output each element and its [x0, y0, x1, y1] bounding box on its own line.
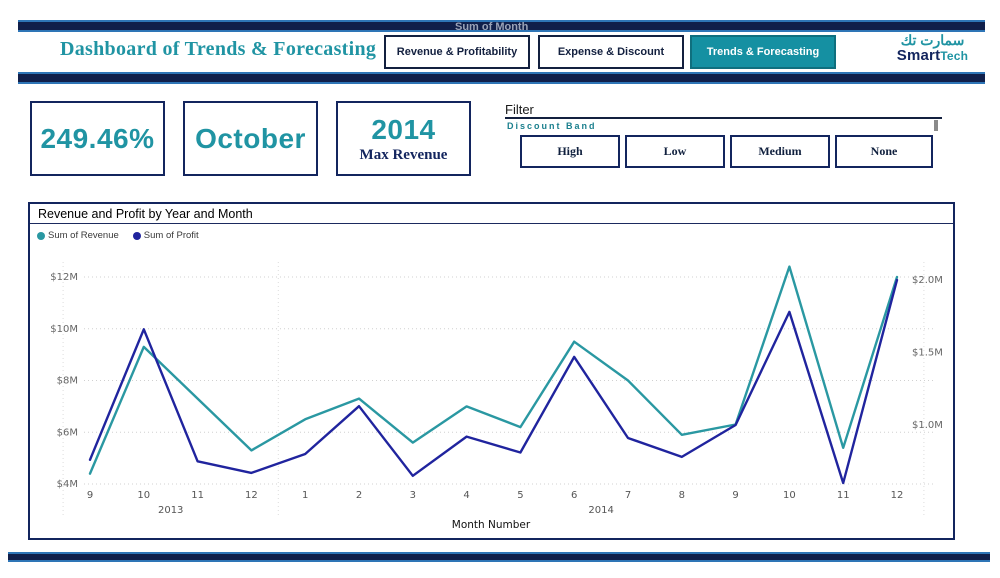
chart-title: Revenue and Profit by Year and Month [30, 204, 953, 224]
legend-label: Sum of Profit [143, 230, 199, 241]
slicer-option-label: Low [663, 144, 687, 158]
top-navy-bar [18, 20, 985, 32]
svg-text:2013: 2013 [158, 505, 183, 516]
slicer-option-label: Medium [758, 144, 802, 158]
slicer-option-label: None [870, 144, 898, 158]
svg-text:1: 1 [302, 490, 308, 501]
slicer-option-low[interactable]: Low [625, 135, 725, 168]
kpi-caption: Max Revenue [359, 146, 448, 163]
nav-button-revenue-profitability[interactable]: Revenue & Profitability [384, 35, 530, 69]
revenue-profit-line-chart[interactable]: $12M$10M$8M$6M$4M$2.0M$1.5M$1.0M9 10 11 12 1… [30, 204, 953, 538]
nav-button-label: Revenue & Profitability [396, 46, 518, 58]
svg-text:4: 4 [463, 490, 469, 501]
svg-text:$6M: $6M [57, 427, 78, 438]
kpi-card-growth: 249.46% [30, 101, 165, 176]
svg-text:12: 12 [245, 490, 258, 501]
nav-button-expense-discount[interactable]: Expense & Discount [538, 35, 684, 69]
logo-arabic-text: سمارت تك [900, 32, 965, 48]
svg-text:7: 7 [625, 490, 631, 501]
svg-text:$4M: $4M [57, 479, 78, 490]
kpi-value: 249.46% [40, 122, 155, 154]
slicer-option-high[interactable]: High [520, 135, 620, 168]
svg-text:8: 8 [679, 490, 685, 501]
kpi-card-max-revenue-year: 2014 Max Revenue [336, 101, 471, 176]
slicer-option-label: High [557, 144, 583, 158]
slicer-option-none[interactable]: None [835, 135, 933, 168]
svg-text:5: 5 [517, 490, 523, 501]
svg-text:9: 9 [732, 490, 738, 501]
svg-text:6: 6 [571, 490, 577, 501]
legend-item-revenue[interactable]: Sum of Revenue [37, 230, 119, 241]
svg-text:$1.5M: $1.5M [912, 348, 943, 359]
slicer-option-medium[interactable]: Medium [730, 135, 830, 168]
smarttech-logo: سمارت تك SmartTech [880, 33, 985, 64]
svg-text:$8M: $8M [57, 376, 78, 387]
svg-text:12: 12 [891, 490, 904, 501]
page-title: Dashboard of Trends & Forecasting [60, 38, 377, 60]
svg-text:9: 9 [87, 490, 93, 501]
revenue-legend-dot-icon [37, 231, 45, 240]
svg-text:10: 10 [137, 490, 150, 501]
clipped-header-text: Sum of Month [455, 21, 529, 31]
header-divider-bar [18, 72, 985, 84]
slicer-scrollbar[interactable] [934, 120, 938, 131]
nav-button-trends-forecasting[interactable]: Trends & Forecasting [690, 35, 836, 69]
legend-label: Sum of Revenue [48, 230, 119, 241]
legend-item-profit[interactable]: Sum of Profit [132, 230, 199, 241]
kpi-value: 2014 [371, 113, 436, 145]
filter-label: Filter [505, 102, 534, 117]
svg-text:10: 10 [783, 490, 796, 501]
kpi-card-month: October [183, 101, 318, 176]
line-chart-card: Revenue and Profit by Year and Month Sum… [28, 202, 955, 540]
logo-brand-text: SmartTech [896, 47, 969, 64]
slicer-title: Discount Band [507, 121, 597, 131]
svg-text:11: 11 [837, 490, 850, 501]
svg-text:$1.0M: $1.0M [912, 420, 943, 431]
chart-legend: Sum of Revenue Sum of Profit [37, 230, 199, 241]
svg-text:$12M: $12M [50, 272, 78, 283]
svg-text:$10M: $10M [50, 324, 78, 335]
nav-button-label: Trends & Forecasting [706, 46, 820, 58]
svg-text:Month Number: Month Number [452, 519, 531, 531]
svg-text:2014: 2014 [588, 505, 613, 516]
svg-text:$2.0M: $2.0M [912, 275, 943, 286]
profit-legend-dot-icon [132, 231, 141, 240]
bottom-navy-bar [8, 552, 990, 562]
nav-button-label: Expense & Discount [557, 46, 665, 58]
svg-text:3: 3 [410, 490, 416, 501]
svg-text:2: 2 [356, 490, 362, 501]
kpi-value: October [195, 122, 306, 154]
svg-text:11: 11 [191, 490, 204, 501]
filter-underline [505, 117, 942, 119]
